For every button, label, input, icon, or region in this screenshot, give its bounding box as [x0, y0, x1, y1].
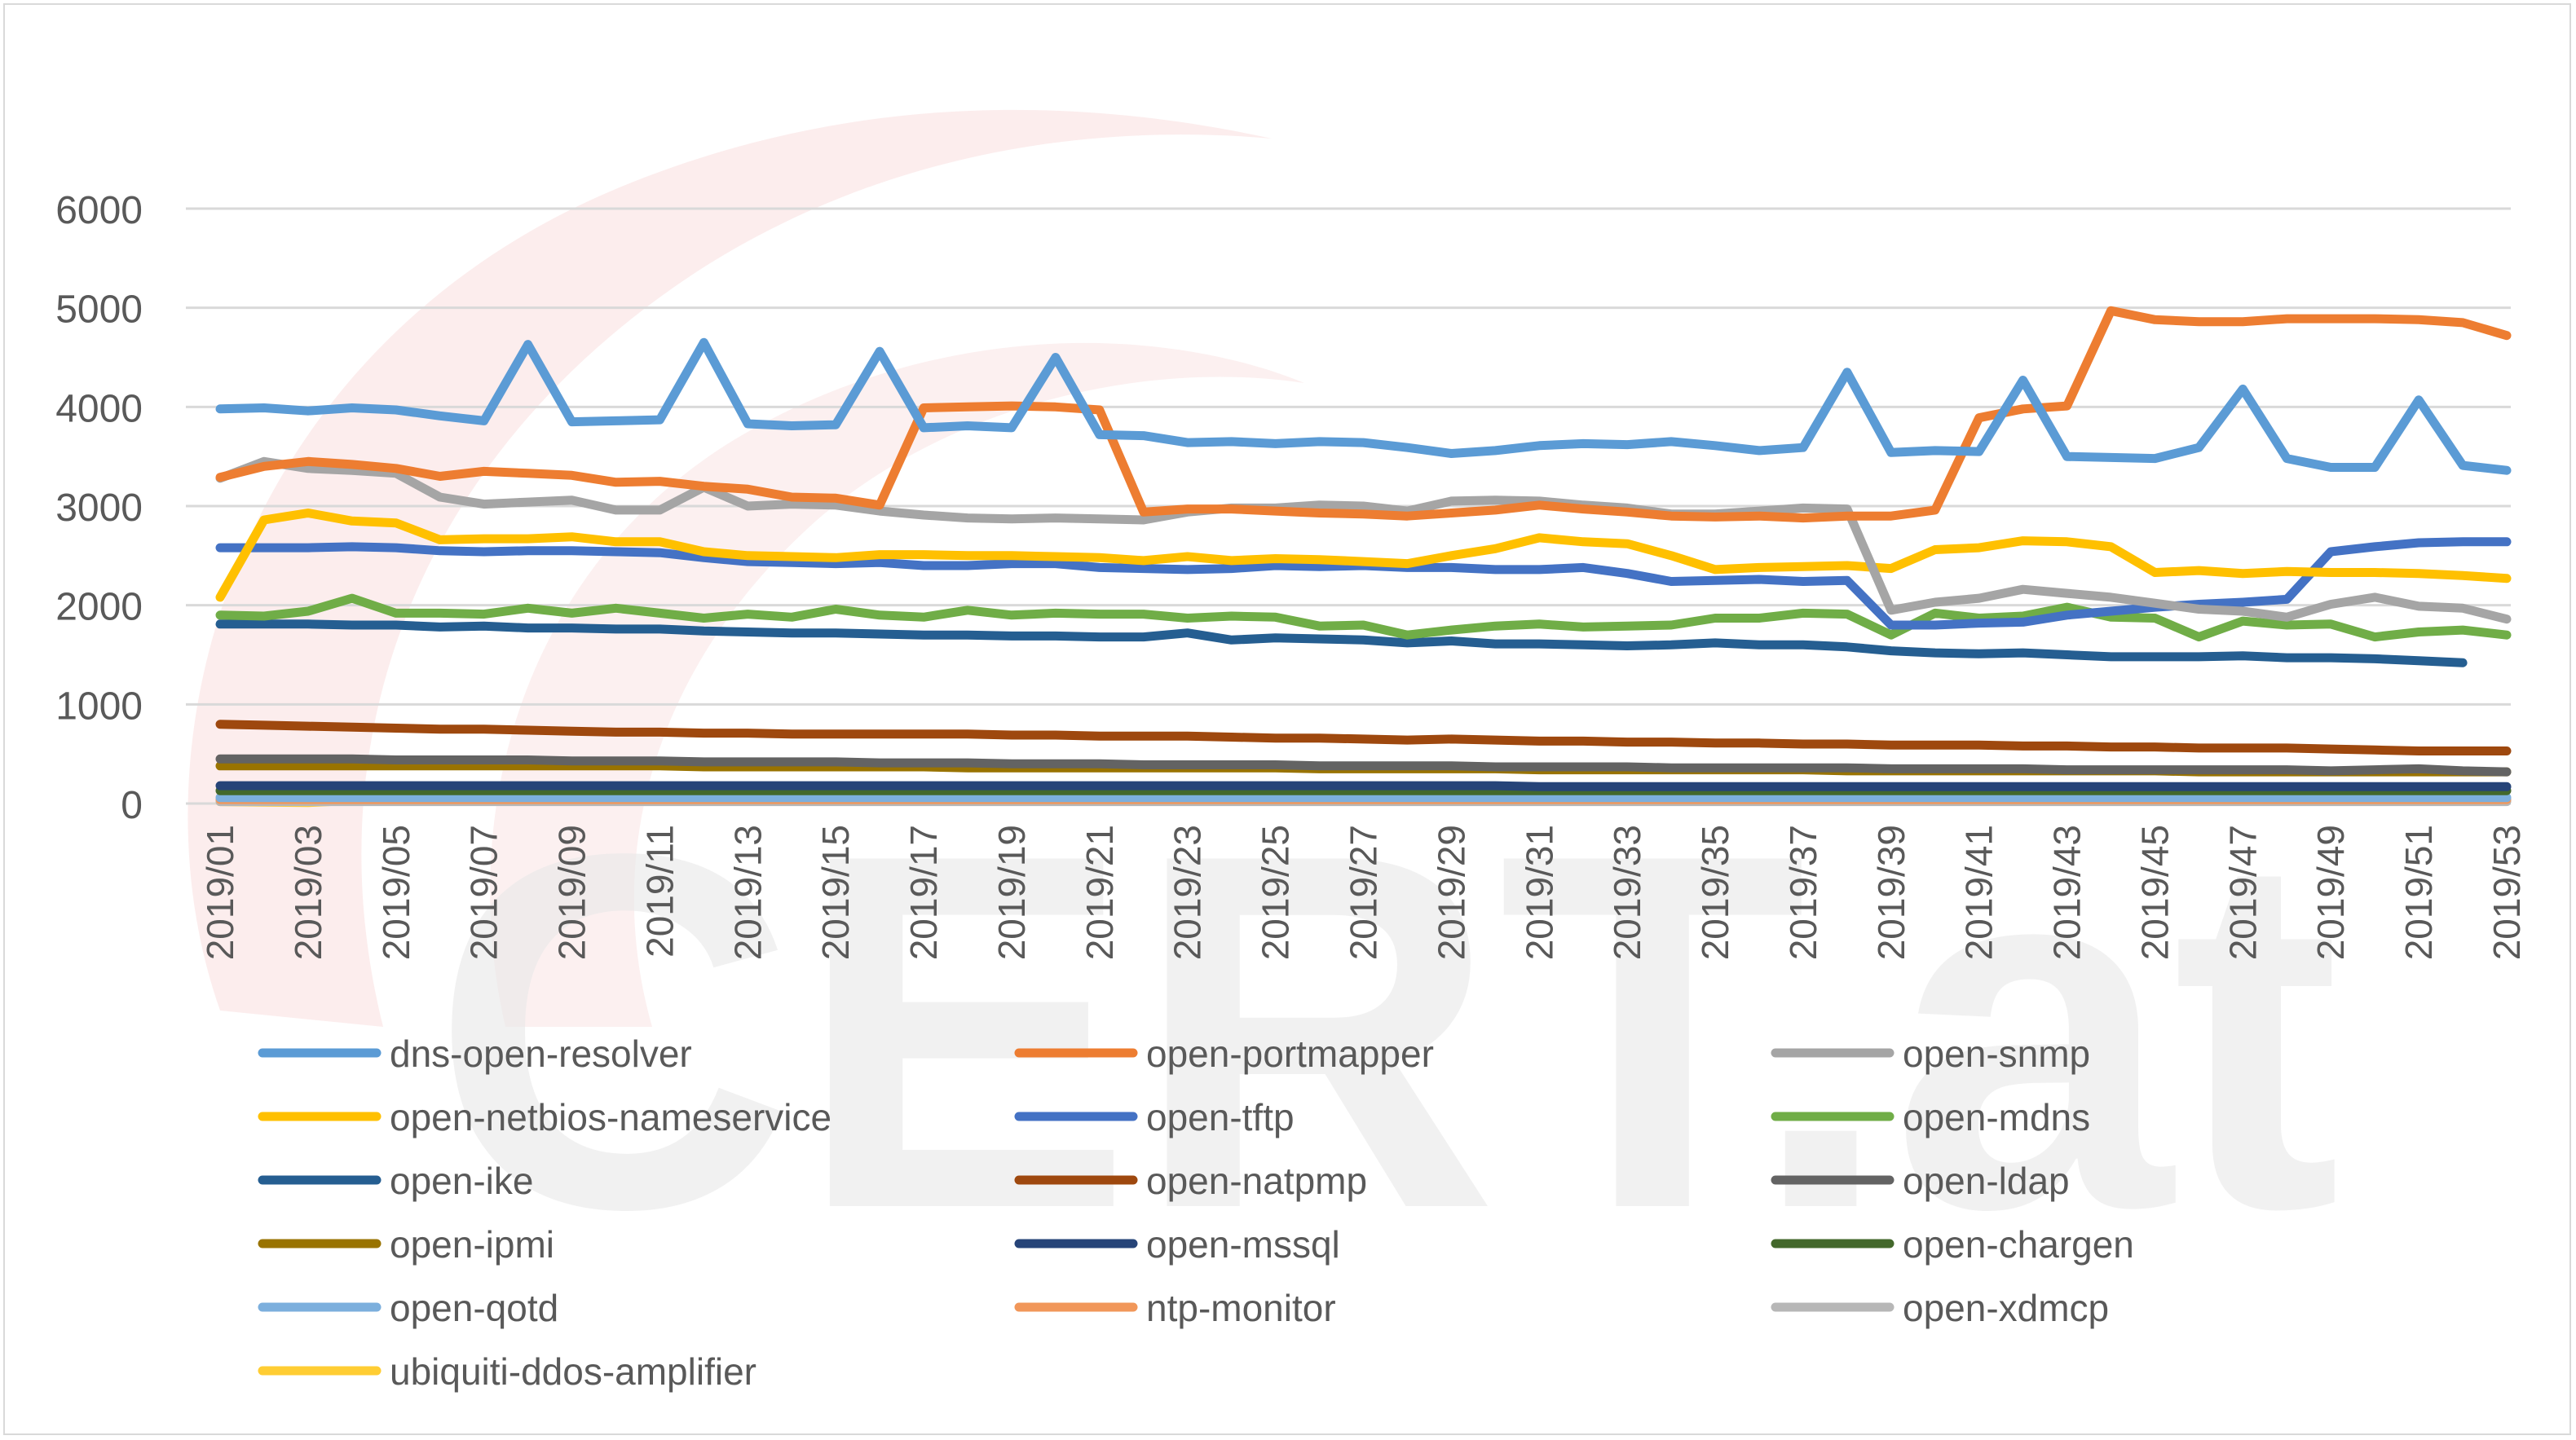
legend-label: open-portmapper [1146, 1033, 1434, 1075]
chart-frame [3, 3, 2571, 1435]
y-tick-label: 6000 [55, 189, 143, 232]
x-tick-label: 2019/43 [2046, 825, 2089, 960]
legend-label: open-snmp [1903, 1033, 2090, 1075]
x-tick-label: 2019/09 [551, 825, 593, 960]
legend-label: open-qotd [390, 1287, 558, 1329]
legend-label: open-mssql [1146, 1223, 1340, 1266]
y-tick-label: 0 [121, 784, 143, 827]
x-tick-label: 2019/25 [1255, 825, 1297, 960]
legend-item-open-mssql: open-mssql [1014, 1223, 1340, 1266]
x-tick-label: 2019/05 [375, 825, 417, 960]
legend-label: dns-open-resolver [390, 1033, 692, 1075]
x-tick-label: 2019/13 [726, 825, 769, 960]
legend-item-open-ldap: open-ldap [1771, 1160, 2070, 1202]
legend-label: open-mdns [1903, 1096, 2090, 1138]
x-tick-label: 2019/27 [1343, 825, 1385, 960]
legend-item-open-ipmi: open-ipmi [258, 1223, 554, 1266]
legend-label: ntp-monitor [1146, 1287, 1336, 1329]
x-tick-label: 2019/01 [199, 825, 241, 960]
legend-label: open-chargen [1903, 1223, 2134, 1266]
x-tick-label: 2019/53 [2486, 825, 2528, 960]
x-tick-label: 2019/29 [1430, 825, 1472, 960]
y-axis-labels: 0 1000 2000 3000 4000 5000 6000 [55, 189, 143, 827]
x-tick-label: 2019/23 [1167, 825, 1209, 960]
x-tick-label: 2019/49 [2309, 825, 2352, 960]
legend-label: open-xdmcp [1903, 1287, 2109, 1329]
x-tick-label: 2019/21 [1078, 825, 1121, 960]
legend-label: open-ipmi [390, 1223, 554, 1266]
series-line-dns-open-resolver [215, 337, 2512, 475]
series-line-open-ike [215, 619, 2468, 667]
x-tick-label: 2019/19 [990, 825, 1033, 960]
legend-item-open-netbios-nameservice: open-netbios-nameservice [258, 1096, 831, 1138]
legend: dns-open-resolver open-portmapper open-snm… [258, 1033, 2134, 1393]
x-tick-label: 2019/33 [1606, 825, 1648, 960]
x-tick-label: 2019/37 [1782, 825, 1824, 960]
legend-label: open-ike [390, 1160, 533, 1202]
legend-item-open-mdns: open-mdns [1771, 1096, 2090, 1138]
legend-label: open-ldap [1903, 1160, 2070, 1202]
legend-item-open-portmapper: open-portmapper [1014, 1033, 1434, 1075]
legend-item-open-snmp: open-snmp [1771, 1033, 2090, 1075]
x-tick-label: 2019/47 [2221, 825, 2264, 960]
x-tick-label: 2019/11 [638, 825, 681, 958]
legend-label: ubiquiti-ddos-amplifier [390, 1350, 756, 1393]
x-tick-label: 2019/07 [463, 825, 505, 960]
legend-label: open-tftp [1146, 1096, 1295, 1138]
x-tick-label: 2019/41 [1958, 825, 2000, 960]
y-tick-label: 3000 [55, 487, 143, 530]
x-tick-label: 2019/17 [902, 825, 945, 960]
series-line-open-mdns [215, 593, 2512, 642]
x-tick-label: 2019/03 [287, 825, 329, 960]
y-tick-label: 4000 [55, 387, 143, 430]
series-line-open-natpmp [215, 720, 2512, 755]
x-tick-label: 2019/45 [2133, 825, 2176, 960]
legend-item-ntp-monitor: ntp-monitor [1014, 1287, 1336, 1329]
series-line-open-netbios-nameservice [215, 509, 2512, 602]
legend-item-open-ike: open-ike [258, 1160, 533, 1202]
x-tick-label: 2019/35 [1694, 825, 1736, 960]
x-axis-labels: 2019/01 2019/03 2019/05 2019/07 2019/09 2019/… [199, 825, 2528, 960]
legend-item-open-qotd: open-qotd [258, 1287, 558, 1329]
x-tick-label: 2019/31 [1518, 825, 1560, 960]
series-lines [215, 306, 2512, 808]
y-tick-label: 5000 [55, 288, 143, 332]
legend-label: open-netbios-nameservice [390, 1096, 831, 1138]
series-line-open-portmapper [215, 306, 2512, 523]
series-line-open-ldap [215, 754, 2512, 777]
series-line-open-snmp [215, 456, 2512, 624]
legend-item-open-xdmcp: open-xdmcp [1771, 1287, 2109, 1329]
legend-item-open-tftp: open-tftp [1014, 1096, 1295, 1138]
legend-item-open-chargen: open-chargen [1771, 1223, 2134, 1266]
legend-item-dns-open-resolver: dns-open-resolver [258, 1033, 692, 1075]
x-tick-label: 2019/15 [814, 825, 857, 960]
y-tick-label: 1000 [55, 685, 143, 728]
y-tick-label: 2000 [55, 586, 143, 629]
x-tick-label: 2019/39 [1870, 825, 1912, 960]
x-tick-label: 2019/51 [2397, 825, 2440, 960]
legend-item-open-natpmp: open-natpmp [1014, 1160, 1367, 1202]
legend-item-ubiquiti-ddos-amplifier: ubiquiti-ddos-amplifier [258, 1350, 756, 1393]
legend-label: open-natpmp [1146, 1160, 1367, 1202]
